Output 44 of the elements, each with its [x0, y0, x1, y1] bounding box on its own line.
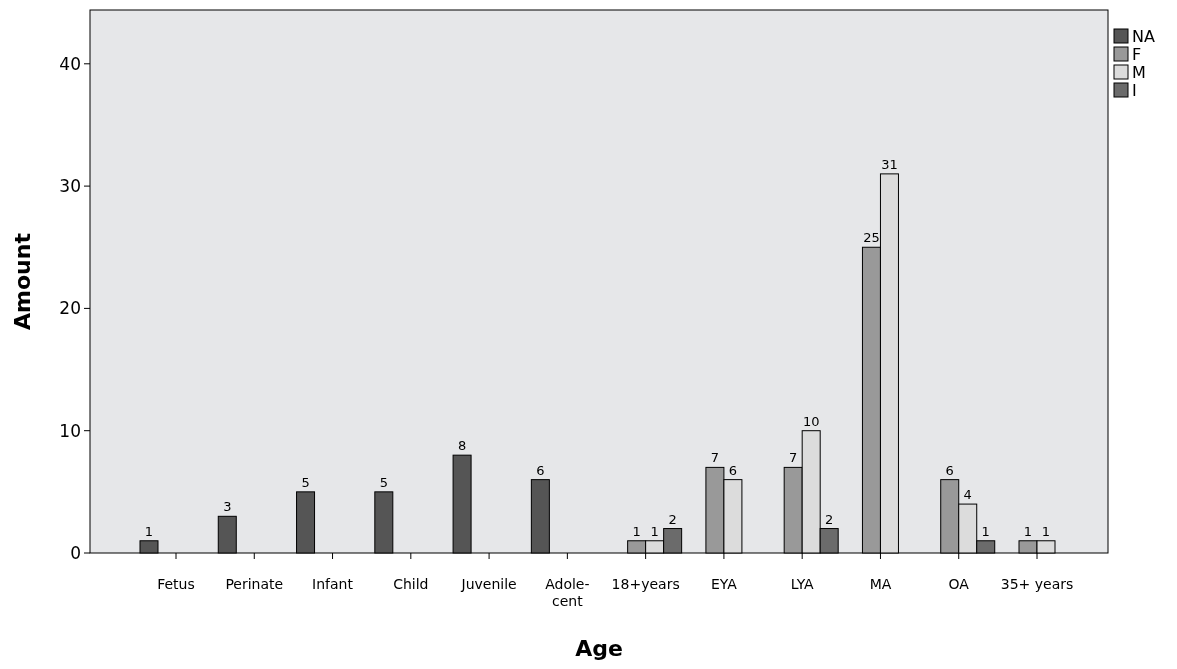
- x-tick-label: Juvenile: [460, 576, 517, 592]
- y-tick-label: 0: [70, 542, 81, 563]
- data-label: 7: [710, 450, 720, 466]
- data-label: 2: [825, 511, 834, 527]
- data-label: 1: [981, 523, 990, 539]
- data-label: 7: [789, 450, 798, 466]
- x-tick-label: Perinate: [225, 576, 284, 592]
- x-tick-label: Fetus: [157, 576, 195, 592]
- x-tick-label: MA: [869, 576, 892, 592]
- x-tick-label: LYA: [790, 576, 815, 592]
- data-label: 1: [144, 523, 154, 539]
- y-tick-label: 20: [59, 298, 81, 319]
- data-label: 4: [963, 487, 972, 503]
- x-axis-title: Age: [575, 636, 623, 661]
- data-label: 1: [1023, 523, 1033, 539]
- x-tick-label: Child: [393, 576, 429, 592]
- legend-label: I: [1132, 80, 1137, 100]
- y-axis-title: Amount: [10, 232, 35, 330]
- data-label: 6: [728, 462, 738, 478]
- data-label: 25: [863, 230, 880, 246]
- data-label: 31: [881, 156, 898, 172]
- legend-label: F: [1132, 44, 1142, 64]
- data-label: 1: [650, 523, 659, 539]
- data-label: 10: [802, 413, 820, 429]
- data-label: 2: [668, 511, 677, 527]
- data-label: 6: [536, 462, 545, 478]
- x-tick-label: Infant: [312, 576, 354, 592]
- y-tick-label: 30: [59, 176, 81, 197]
- x-tick-label: OA: [948, 576, 970, 592]
- data-label: 8: [457, 438, 467, 454]
- x-tick-label: 18+years: [611, 576, 680, 592]
- data-label: 3: [223, 499, 232, 515]
- data-label: 6: [945, 462, 954, 478]
- x-tick-label: EYA: [710, 576, 738, 592]
- data-label: 1: [1041, 523, 1051, 539]
- y-tick-label: 10: [59, 420, 81, 441]
- data-label: 5: [379, 474, 388, 490]
- legend-label: M: [1132, 62, 1146, 82]
- legend-label: NA: [1132, 26, 1155, 46]
- x-tick-label: 35+ years: [1000, 576, 1074, 592]
- x-tick-label: Adole- cent: [545, 576, 590, 609]
- data-label: 5: [301, 474, 310, 490]
- y-tick-label: 40: [59, 53, 81, 74]
- data-label: 1: [632, 523, 641, 539]
